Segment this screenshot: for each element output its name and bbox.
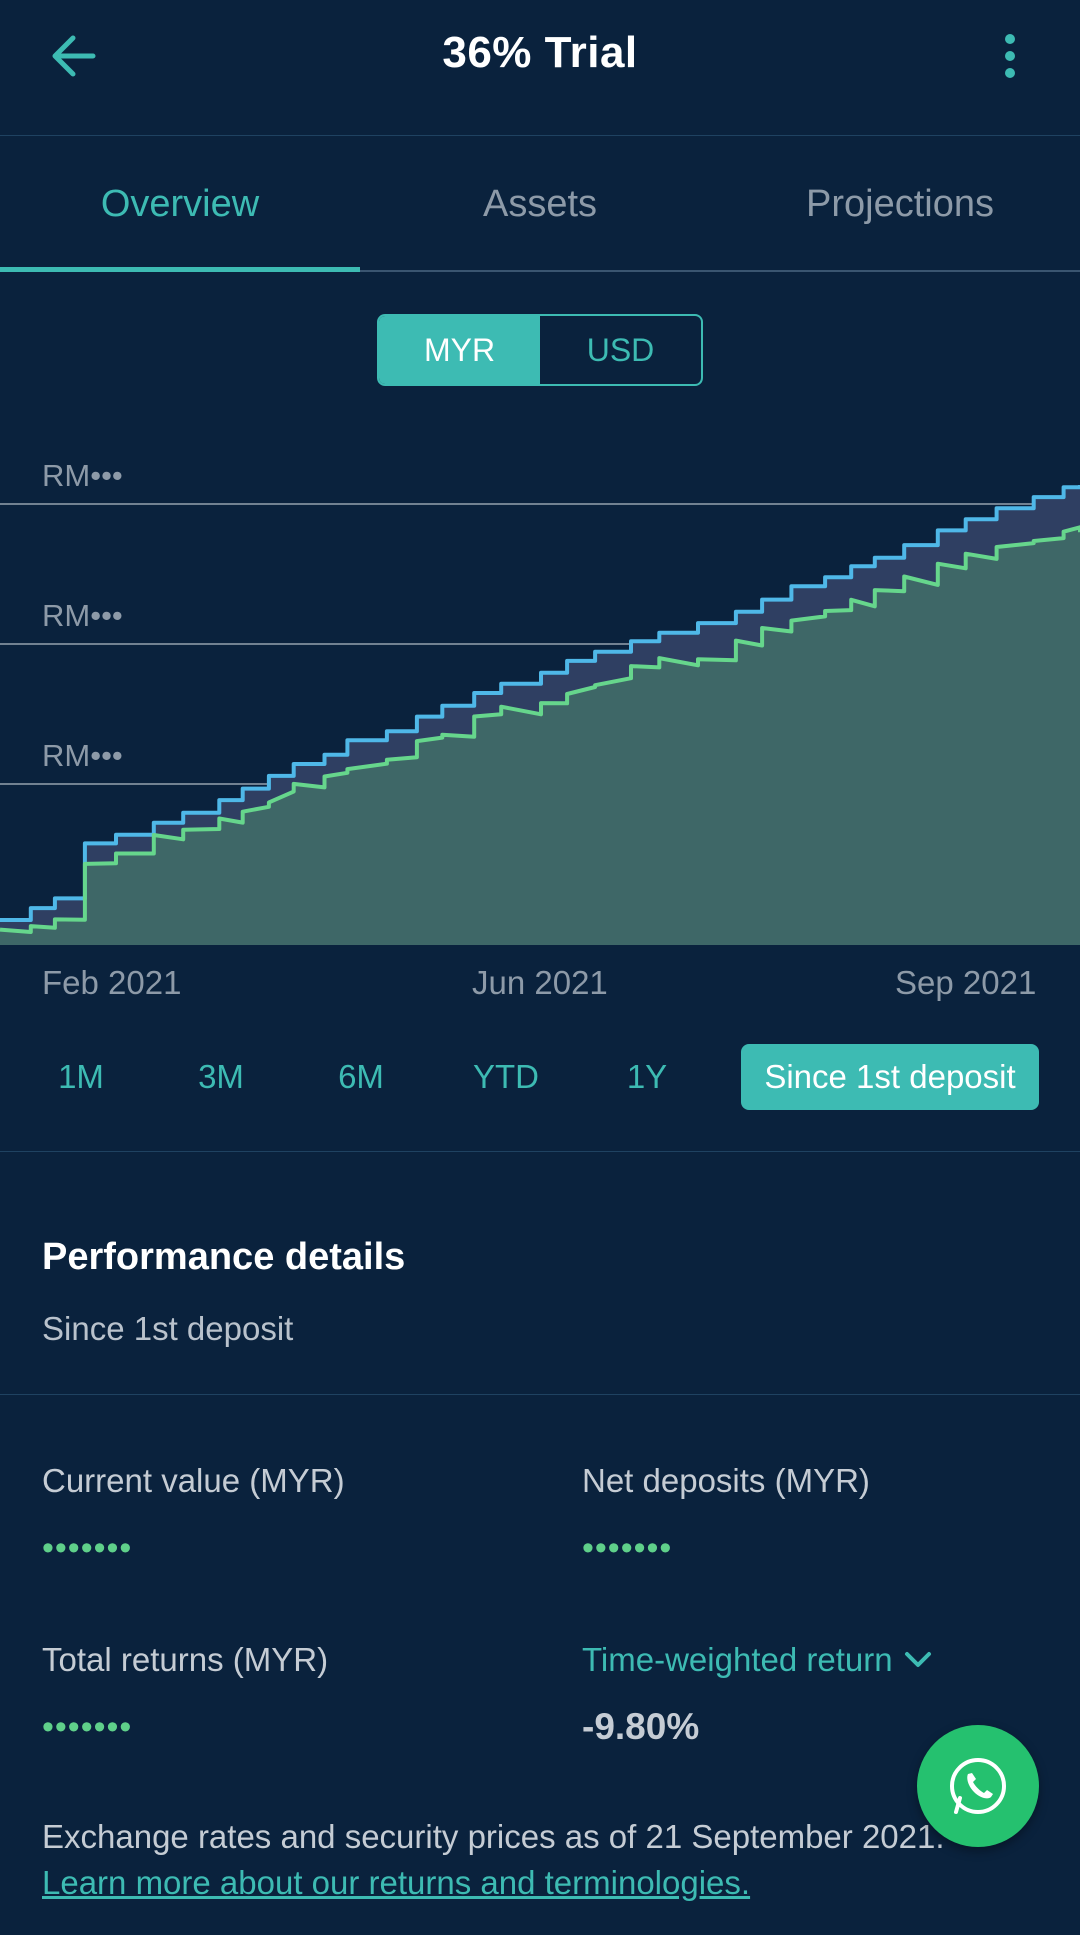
learn-more-link[interactable]: Learn more about our returns and termino… bbox=[42, 1864, 751, 1901]
current-value-amount: ••••••• bbox=[42, 1529, 133, 1567]
current-value-line bbox=[0, 525, 1080, 934]
exchange-rate-note: Exchange rates and security prices as of… bbox=[42, 1818, 945, 1855]
tab-assets[interactable]: Assets bbox=[482, 183, 598, 225]
x-axis-label: Sep 2021 bbox=[895, 964, 1037, 1001]
top-bar: 36% Trial bbox=[0, 0, 1080, 136]
total-returns-label: Total returns (MYR) bbox=[42, 1641, 329, 1678]
page-title: 36% Trial bbox=[442, 28, 638, 77]
currency-usd-button[interactable]: USD bbox=[586, 331, 655, 368]
range-3m-button[interactable]: 3M bbox=[198, 1058, 244, 1095]
x-axis: Feb 2021 Jun 2021 Sep 2021 bbox=[0, 964, 1080, 1008]
performance-details-title: Performance details bbox=[42, 1236, 406, 1278]
more-options-button[interactable] bbox=[990, 28, 1030, 84]
x-axis-label: Jun 2021 bbox=[472, 964, 608, 1001]
time-weighted-return-value: -9.80% bbox=[582, 1706, 700, 1747]
y-axis-label: RM••• bbox=[42, 598, 123, 633]
x-axis-label: Feb 2021 bbox=[42, 964, 182, 1001]
time-weighted-return-label: Time-weighted return bbox=[582, 1641, 893, 1678]
whatsapp-chat-button[interactable] bbox=[917, 1725, 1039, 1847]
arrow-left-icon bbox=[52, 35, 96, 77]
tab-bar: Overview Assets Projections bbox=[0, 137, 1080, 272]
section-divider bbox=[0, 1394, 1080, 1395]
section-divider bbox=[0, 1151, 1080, 1152]
y-axis-label: RM••• bbox=[42, 458, 123, 493]
whatsapp-icon bbox=[950, 1757, 1006, 1815]
tab-overview[interactable]: Overview bbox=[100, 183, 260, 225]
more-vertical-icon bbox=[1005, 34, 1015, 78]
active-tab-indicator bbox=[0, 267, 360, 272]
net-deposits-amount: ••••••• bbox=[582, 1529, 673, 1567]
range-since-first-deposit-button[interactable]: Since 1st deposit bbox=[741, 1044, 1039, 1110]
y-axis-label: RM••• bbox=[42, 738, 123, 773]
back-button[interactable] bbox=[42, 28, 104, 84]
currency-myr-button[interactable]: MYR bbox=[379, 316, 540, 384]
current-value-label: Current value (MYR) bbox=[42, 1462, 345, 1499]
performance-details-subtitle: Since 1st deposit bbox=[42, 1310, 294, 1347]
time-range-selector: 1M 3M 6M YTD 1Y Since 1st deposit bbox=[0, 1044, 1080, 1110]
chevron-down-icon bbox=[904, 1652, 931, 1667]
net-deposits-label: Net deposits (MYR) bbox=[582, 1462, 870, 1499]
performance-chart[interactable]: RM••• RM••• RM••• bbox=[0, 440, 1080, 950]
tab-projections[interactable]: Projections bbox=[806, 183, 994, 225]
range-1y-button[interactable]: 1Y bbox=[626, 1058, 668, 1095]
time-weighted-return-dropdown[interactable]: Time-weighted return bbox=[582, 1641, 933, 1679]
net-deposits-line bbox=[0, 485, 1080, 922]
current-value-area bbox=[0, 527, 1080, 945]
currency-toggle: MYR USD bbox=[377, 314, 703, 386]
total-returns-amount: ••••••• bbox=[42, 1708, 133, 1746]
range-6m-button[interactable]: 6M bbox=[338, 1058, 384, 1095]
range-1m-button[interactable]: 1M bbox=[58, 1058, 104, 1095]
range-ytd-button[interactable]: YTD bbox=[473, 1058, 539, 1095]
chart-canvas bbox=[0, 485, 1080, 945]
